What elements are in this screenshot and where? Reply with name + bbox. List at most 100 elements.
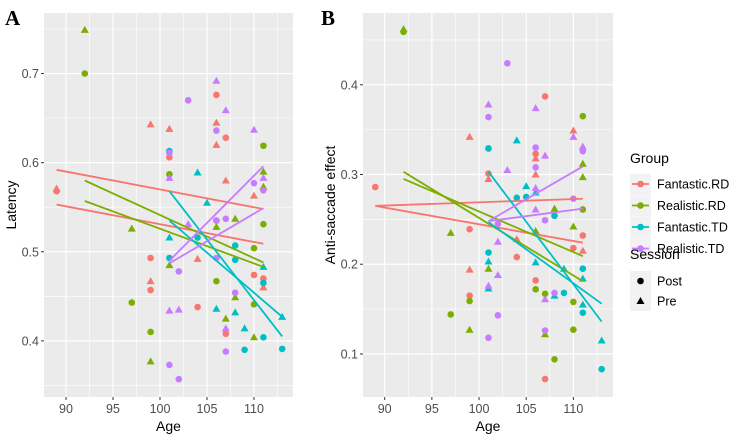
data-point-post: [560, 289, 568, 297]
y-tick-label: 0.5: [22, 245, 39, 259]
data-point-pre: [531, 154, 540, 162]
data-point-pre: [249, 333, 258, 341]
data-point-post: [128, 299, 136, 306]
data-point-pre: [221, 106, 230, 114]
legend-item-Fantastic.RD: Fantastic.RD: [630, 174, 729, 195]
data-point-pre: [184, 220, 193, 228]
fit-line-Realistic.TD: [168, 165, 265, 262]
data-point-post: [466, 297, 473, 305]
data-point-post: [166, 149, 173, 157]
data-point-pre: [165, 173, 174, 181]
data-point-post: [250, 179, 258, 187]
data-point-post: [570, 326, 577, 334]
legend-dot: [637, 202, 644, 209]
data-point-post: [504, 59, 511, 67]
y-tick-label: 0.6: [22, 156, 39, 170]
data-point-pre: [221, 314, 230, 322]
x-tick-label: 90: [59, 402, 73, 416]
data-point-pre: [231, 293, 240, 301]
x-tick-label: 110: [563, 402, 583, 416]
fit-line-Fantastic.RD: [375, 205, 583, 244]
x-tick-label: 95: [425, 402, 439, 416]
data-point-post: [194, 303, 201, 311]
legend-dot: [637, 223, 644, 231]
data-point-post: [371, 183, 379, 191]
data-point-post: [570, 298, 577, 306]
fit-line-Fantastic.RD: [56, 203, 264, 245]
legend-label: Post: [657, 275, 683, 289]
data-point-post: [260, 142, 267, 150]
data-point-post: [485, 334, 492, 342]
data-point-post: [541, 93, 549, 100]
y-tick-label: 0.4: [22, 334, 39, 348]
data-point-post: [278, 345, 286, 353]
data-point-post: [222, 134, 230, 142]
data-point-post: [213, 91, 220, 99]
data-point-pre: [578, 159, 587, 167]
data-point-post: [222, 215, 230, 223]
data-point-post: [194, 234, 201, 241]
legend-item-Realistic.RD: Realistic.RD: [630, 195, 726, 217]
data-point-pre: [259, 167, 268, 175]
data-point-post: [579, 147, 587, 155]
data-point-post: [260, 334, 267, 341]
series-Realistic.RD: [80, 25, 268, 365]
data-point-pre: [146, 277, 155, 285]
data-point-pre: [597, 336, 606, 344]
legend-label: Realistic.RD: [657, 199, 726, 213]
data-point-post: [175, 375, 183, 383]
data-point-post: [570, 244, 577, 252]
series-Realistic.TD: [165, 76, 268, 383]
data-point-post: [485, 145, 492, 152]
data-point-pre: [231, 214, 240, 222]
x-tick-label: 105: [197, 402, 218, 416]
data-point-pre: [212, 222, 221, 230]
data-point-post: [494, 312, 502, 319]
plot-background: [44, 13, 293, 397]
data-point-post: [485, 249, 492, 256]
data-point-post: [532, 150, 539, 158]
fit-line-Fantastic.TD: [487, 221, 603, 305]
legend-item-Post: Post: [630, 271, 683, 291]
data-point-post: [53, 187, 60, 195]
y-axis-title: Latency: [3, 180, 19, 229]
data-point-post: [213, 217, 220, 224]
legend-session-title: Session: [630, 246, 680, 262]
data-point-post: [241, 346, 248, 354]
data-point-post: [447, 311, 455, 318]
legend-label: Realistic.TD: [657, 242, 724, 256]
legend-dot: [637, 245, 644, 252]
data-point-pre: [512, 136, 521, 144]
fit-line-Fantastic.TD: [168, 219, 283, 318]
data-point-pre: [165, 233, 174, 241]
panel-label: A: [5, 6, 21, 30]
legend-label: Pre: [657, 295, 677, 309]
data-point-post: [579, 112, 587, 120]
data-point-pre: [531, 258, 540, 266]
data-point-post: [81, 70, 89, 77]
data-point-post: [513, 194, 521, 202]
data-point-pre: [493, 270, 502, 278]
data-point-pre: [531, 205, 540, 213]
fit-line-Realistic.RD: [84, 179, 264, 264]
data-point-pre: [484, 257, 493, 265]
fit-line-Fantastic.TD: [487, 171, 603, 323]
data-point-pre: [531, 188, 540, 196]
data-point-post: [213, 127, 220, 134]
data-point-pre: [174, 305, 183, 313]
data-point-pre: [127, 224, 136, 232]
data-point-pre: [231, 308, 240, 316]
data-point-pre: [578, 173, 587, 181]
data-point-pre: [503, 166, 512, 174]
legend-label: Fantastic.TD: [657, 221, 728, 235]
data-point-pre: [484, 174, 493, 182]
y-axis-title: Anti-saccade effect: [322, 145, 338, 264]
legend-group-title: Group: [630, 150, 669, 166]
x-tick-label: 110: [244, 402, 264, 416]
data-point-post: [231, 256, 239, 264]
data-point-post: [175, 268, 183, 275]
data-point-post: [551, 212, 558, 220]
x-tick-label: 100: [469, 402, 490, 416]
data-point-post: [485, 113, 492, 121]
